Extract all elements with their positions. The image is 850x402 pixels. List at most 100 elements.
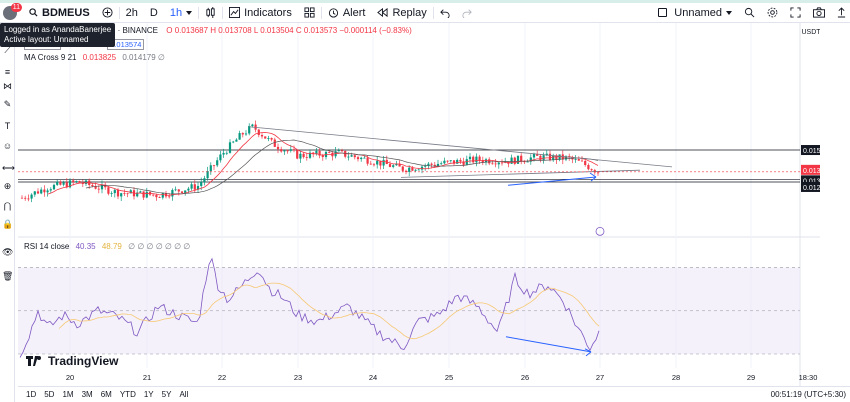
candle-body[interactable] (564, 156, 568, 160)
candle-body[interactable] (110, 193, 113, 194)
candle-body[interactable] (196, 185, 200, 190)
candle-body[interactable] (382, 159, 385, 166)
trendline-icon[interactable]: ⟋ (4, 45, 11, 55)
chart-type-button[interactable] (199, 3, 222, 23)
candle-body[interactable] (30, 194, 33, 199)
candle-body[interactable] (33, 191, 36, 195)
candle-body[interactable] (251, 124, 254, 127)
chart-canvas[interactable]: 2021222324252627282918:30USDT0.0220000.0… (18, 23, 850, 386)
interval-1h[interactable]: 1h (164, 3, 198, 23)
candle-body[interactable] (276, 146, 280, 150)
candle-body[interactable] (408, 167, 411, 172)
candle-body[interactable] (427, 163, 430, 166)
range-button-6m[interactable]: 6M (100, 390, 112, 399)
candle-body[interactable] (491, 163, 494, 165)
candle-body[interactable] (123, 193, 126, 195)
candle-body[interactable] (302, 153, 305, 158)
candle-body[interactable] (552, 155, 555, 161)
candle-body[interactable] (520, 155, 523, 162)
candle-body[interactable] (398, 163, 401, 167)
candle-body[interactable] (433, 164, 436, 167)
candle-body[interactable] (244, 133, 248, 135)
range-button-1d[interactable]: 1D (26, 390, 37, 399)
candle-body[interactable] (523, 161, 526, 163)
candle-body[interactable] (308, 152, 312, 158)
range-button-all[interactable]: All (179, 390, 189, 399)
candle-body[interactable] (113, 189, 116, 194)
candle-body[interactable] (107, 187, 110, 194)
candle-body[interactable] (321, 155, 324, 158)
candle-body[interactable] (68, 180, 72, 188)
candle-body[interactable] (379, 160, 382, 166)
triangle-lower-line[interactable] (400, 169, 641, 178)
candle-body[interactable] (363, 157, 366, 159)
candle-body[interactable] (216, 160, 219, 166)
candle-body[interactable] (536, 154, 539, 156)
symbol-search[interactable]: BDMEUS (23, 3, 96, 23)
candle-body[interactable] (40, 189, 43, 194)
interval-d[interactable]: D (149, 6, 158, 19)
candle-body[interactable] (97, 188, 100, 190)
candle-body[interactable] (100, 184, 104, 190)
candle-body[interactable] (190, 184, 193, 189)
candle-body[interactable] (225, 152, 228, 154)
candle-body[interactable] (203, 178, 206, 183)
candle-body[interactable] (443, 160, 446, 164)
candle-body[interactable] (430, 163, 433, 165)
candle-body[interactable] (424, 165, 427, 167)
candle-body[interactable] (420, 166, 424, 170)
candle-body[interactable] (340, 150, 344, 152)
candle-body[interactable] (596, 172, 600, 174)
candle-body[interactable] (292, 149, 296, 151)
replay-button[interactable]: Replay (371, 3, 432, 23)
candle-body[interactable] (513, 157, 516, 164)
candle-body[interactable] (145, 191, 148, 198)
candle-body[interactable] (120, 193, 123, 197)
candle-body[interactable] (273, 139, 276, 147)
candle-body[interactable] (299, 153, 302, 159)
candle-body[interactable] (446, 160, 449, 162)
candle-body[interactable] (187, 188, 190, 191)
indicators-button[interactable]: Indicators (223, 3, 298, 23)
layout-button[interactable]: Unnamed (652, 3, 738, 23)
candle-body[interactable] (209, 165, 212, 172)
candle-body[interactable] (401, 166, 404, 171)
candle-body[interactable] (49, 189, 52, 191)
candle-body[interactable] (555, 155, 558, 160)
candle-body[interactable] (481, 160, 484, 163)
candle-body[interactable] (52, 184, 56, 190)
range-button-5y[interactable]: 5Y (161, 390, 172, 399)
candle-body[interactable] (84, 180, 88, 184)
candle-body[interactable] (180, 191, 184, 193)
candle-body[interactable] (315, 150, 318, 155)
redo-button[interactable] (456, 3, 478, 23)
settings-button[interactable] (761, 3, 784, 23)
candle-body[interactable] (206, 171, 209, 179)
candle-body[interactable] (488, 159, 491, 164)
candle-body[interactable] (542, 155, 545, 161)
interval-2h[interactable]: 2h (125, 6, 138, 19)
chart-area[interactable]: 2021222324252627282918:30USDT0.0220000.0… (18, 23, 850, 386)
candle-body[interactable] (171, 189, 174, 197)
range-button-1m[interactable]: 1M (62, 390, 74, 399)
candle-body[interactable] (574, 159, 577, 160)
candle-body[interactable] (318, 150, 321, 156)
candle-body[interactable] (228, 142, 232, 153)
candle-body[interactable] (283, 150, 286, 152)
candle-body[interactable] (155, 194, 158, 198)
candle-body[interactable] (539, 155, 542, 161)
candle-body[interactable] (296, 150, 299, 159)
candle-body[interactable] (270, 138, 273, 140)
candle-body[interactable] (366, 157, 369, 164)
candle-body[interactable] (158, 197, 161, 198)
candle-body[interactable] (449, 160, 452, 162)
candle-body[interactable] (200, 182, 203, 186)
pattern-icon[interactable]: ⋈ (3, 81, 12, 91)
candle-body[interactable] (24, 197, 27, 199)
candle-body[interactable] (465, 159, 468, 165)
candle-body[interactable] (267, 138, 270, 139)
candle-body[interactable] (577, 159, 580, 161)
candle-body[interactable] (580, 160, 584, 162)
candle-body[interactable] (184, 190, 187, 193)
candle-body[interactable] (532, 154, 536, 158)
